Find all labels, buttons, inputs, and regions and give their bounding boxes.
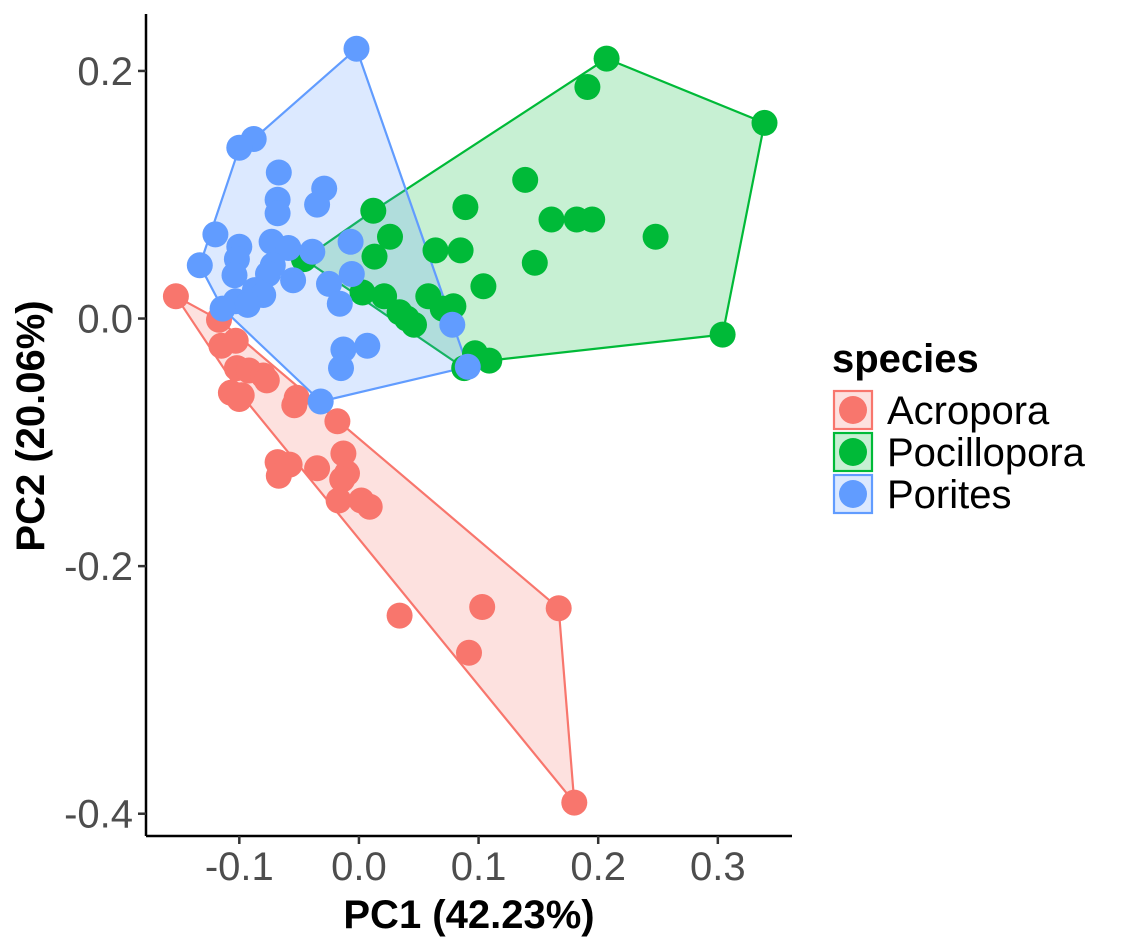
point-porites-20 <box>280 267 307 294</box>
x-tick-label: 0.0 <box>331 845 387 889</box>
x-tick-label: 0.3 <box>690 845 746 889</box>
point-porites-25 <box>234 291 261 318</box>
point-acropora-17 <box>304 455 331 482</box>
legend-title: species <box>832 337 979 381</box>
point-acropora-23 <box>356 493 383 520</box>
point-pocillopora-5 <box>538 206 565 233</box>
point-pocillopora-10 <box>377 223 403 250</box>
point-acropora-27 <box>456 639 482 666</box>
point-pocillopora-9 <box>360 197 387 224</box>
point-pocillopora-0 <box>593 45 620 72</box>
point-porites-28 <box>439 311 466 338</box>
point-acropora-24 <box>386 602 413 629</box>
point-porites-6 <box>304 191 331 218</box>
point-porites-12 <box>299 238 326 265</box>
point-pocillopora-8 <box>642 223 669 250</box>
point-porites-0 <box>343 35 370 62</box>
point-porites-13 <box>337 228 364 255</box>
point-pocillopora-24 <box>440 293 467 320</box>
point-porites-15 <box>186 252 213 279</box>
point-acropora-3 <box>222 327 249 354</box>
hulls-layer <box>174 47 766 804</box>
legend-label: Acropora <box>887 389 1050 433</box>
point-acropora-18 <box>330 440 357 467</box>
point-pocillopora-1 <box>574 74 601 100</box>
point-porites-3 <box>265 159 292 186</box>
y-axis-title: PC2 (20.06%) <box>9 300 53 551</box>
point-pocillopora-11 <box>422 237 449 264</box>
point-acropora-13 <box>324 408 351 435</box>
point-pocillopora-17 <box>371 283 398 310</box>
point-acropora-10 <box>226 386 253 412</box>
points-layer <box>162 35 778 816</box>
legend-entry-porites: Porites <box>832 473 1012 517</box>
y-tick-label: 0.2 <box>77 50 133 94</box>
x-tick-label: 0.1 <box>451 845 507 889</box>
point-porites-18 <box>221 262 248 289</box>
point-pocillopora-13 <box>521 249 548 276</box>
x-axis-title: PC1 (42.23%) <box>343 893 594 937</box>
legend-entry-acropora: Acropora <box>832 389 1050 433</box>
point-pocillopora-12 <box>447 237 474 264</box>
point-porites-32 <box>454 353 481 380</box>
point-porites-7 <box>264 200 291 227</box>
point-acropora-7 <box>253 367 280 394</box>
point-porites-8 <box>202 221 229 248</box>
point-porites-11 <box>275 235 302 261</box>
point-acropora-12 <box>281 392 308 419</box>
point-porites-26 <box>209 295 236 322</box>
point-porites-2 <box>226 134 253 161</box>
legend-key-dot <box>839 480 867 508</box>
y-tick-label: 0.0 <box>77 298 133 342</box>
point-acropora-16 <box>265 462 292 489</box>
point-acropora-0 <box>162 283 189 310</box>
x-tick-label: 0.2 <box>570 845 626 889</box>
legend-key-dot <box>839 396 867 424</box>
point-acropora-26 <box>545 595 572 622</box>
point-pocillopora-26 <box>476 347 503 374</box>
point-porites-30 <box>354 332 381 359</box>
point-porites-31 <box>328 355 354 382</box>
point-pocillopora-7 <box>579 206 606 233</box>
point-porites-22 <box>316 270 342 297</box>
x-tick-label: -0.1 <box>205 845 274 889</box>
point-pocillopora-16 <box>470 273 497 300</box>
legend-label: Pocillopora <box>887 431 1086 475</box>
point-porites-27 <box>326 290 353 317</box>
y-tick-label: -0.2 <box>64 545 133 589</box>
point-pocillopora-3 <box>512 166 539 193</box>
point-pocillopora-28 <box>709 321 736 348</box>
point-pocillopora-22 <box>401 311 427 338</box>
legend-key-dot <box>839 438 867 466</box>
legend-entry-pocillopora: Pocillopora <box>832 431 1086 475</box>
point-pocillopora-2 <box>751 109 778 136</box>
point-acropora-20 <box>329 466 356 493</box>
y-tick-label: -0.4 <box>64 793 133 837</box>
point-porites-19 <box>338 261 365 287</box>
point-acropora-28 <box>561 789 588 816</box>
point-pocillopora-4 <box>452 194 479 221</box>
legend-label: Porites <box>887 473 1012 517</box>
point-pocillopora-14 <box>361 243 388 270</box>
point-porites-33 <box>307 388 334 415</box>
point-acropora-25 <box>469 594 496 620</box>
axes-layer: -0.1 0.0 0.1 0.2 0.3 -0.4 -0.2 0.0 0.2 <box>64 14 792 889</box>
point-acropora-21 <box>325 487 352 514</box>
